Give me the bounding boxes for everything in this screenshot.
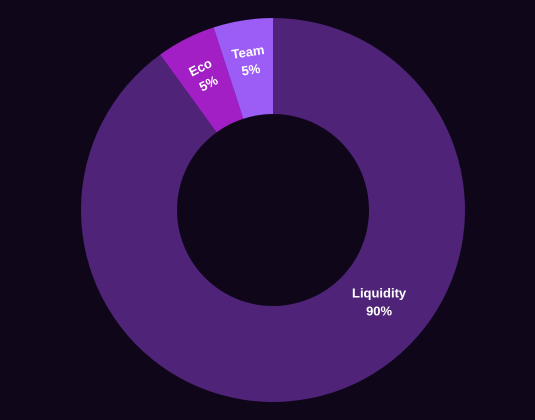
donut-slice [213, 18, 273, 119]
slice-label: Liquidity 90% [352, 285, 407, 318]
slice-name: Team [230, 42, 265, 62]
slice-name: Liquidity [352, 285, 407, 300]
slice-value: 90% [366, 303, 392, 318]
slice-value: 5% [240, 61, 261, 79]
donut-slice [160, 27, 244, 133]
donut-slice [80, 18, 466, 402]
